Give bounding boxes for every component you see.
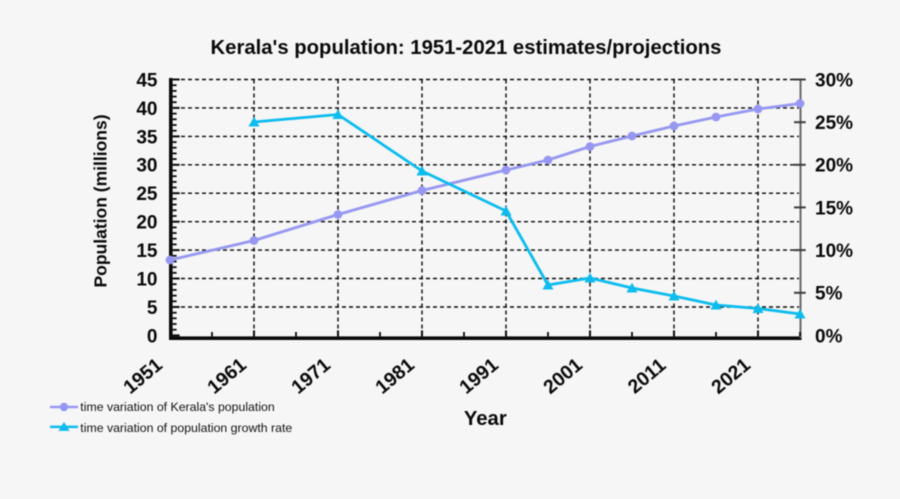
svg-text:10: 10 xyxy=(136,269,157,290)
svg-text:15%: 15% xyxy=(815,198,853,219)
svg-text:5%: 5% xyxy=(815,284,843,305)
svg-text:15: 15 xyxy=(136,241,158,262)
svg-text:0%: 0% xyxy=(815,326,843,347)
svg-text:Population (millions): Population (millions) xyxy=(90,114,110,287)
svg-text:45: 45 xyxy=(136,70,158,91)
svg-text:5: 5 xyxy=(147,298,158,319)
svg-text:40: 40 xyxy=(136,99,157,120)
svg-text:20%: 20% xyxy=(815,156,853,177)
svg-text:35: 35 xyxy=(136,127,158,148)
svg-text:Kerala's population: 1951-2021: Kerala's population: 1951-2021 estimates… xyxy=(211,37,722,59)
svg-text:time variation of Kerala's pop: time variation of Kerala's population xyxy=(80,400,275,414)
svg-text:Year: Year xyxy=(464,408,507,430)
svg-text:20: 20 xyxy=(136,213,157,234)
svg-text:0: 0 xyxy=(147,326,158,347)
svg-text:30%: 30% xyxy=(815,70,853,91)
svg-text:25: 25 xyxy=(136,184,158,205)
svg-text:25%: 25% xyxy=(815,113,853,134)
svg-text:time variation of population g: time variation of population growth rate xyxy=(80,421,292,435)
svg-text:30: 30 xyxy=(136,156,157,177)
svg-text:10%: 10% xyxy=(815,241,853,262)
